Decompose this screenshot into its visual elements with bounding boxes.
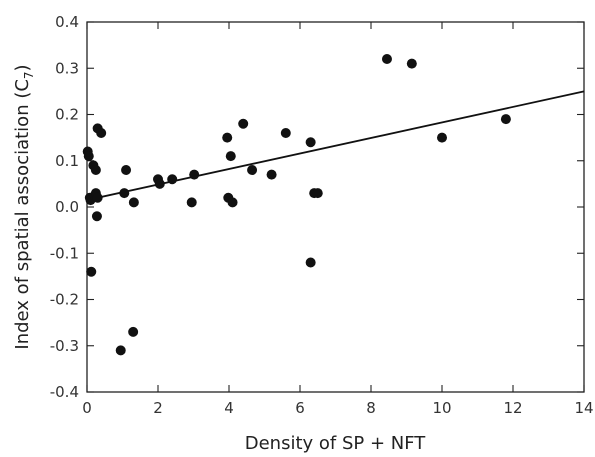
y-tick-label: 0.4: [55, 13, 79, 31]
data-point: [437, 132, 447, 143]
y-axis-title-end: ): [12, 64, 33, 71]
data-points: [82, 54, 511, 356]
data-point: [90, 165, 101, 175]
data-point: [86, 266, 97, 277]
x-axis-title: Density of SP + NFT: [245, 433, 427, 454]
data-point: [128, 326, 139, 337]
data-point: [406, 58, 417, 69]
x-tick-label: 6: [295, 399, 305, 417]
data-point: [119, 188, 130, 199]
y-axis-title-main: Index of spatial association (C: [12, 79, 33, 350]
y-tick-label: -0.2: [50, 291, 79, 309]
x-tick-label: 0: [82, 399, 92, 417]
y-tick-labels: 0.4 0.3 0.2 0.1 0.0 -0.1 -0.2 -0.3 -0.4: [50, 13, 79, 401]
data-point: [225, 151, 236, 162]
data-point: [92, 192, 103, 203]
data-point: [189, 169, 200, 180]
data-point: [238, 118, 249, 129]
data-point: [381, 54, 392, 64]
y-tick-label: -0.3: [50, 337, 79, 355]
x-tick-label: 8: [366, 399, 376, 417]
data-point: [247, 165, 258, 175]
y-tick-label: 0.1: [55, 152, 79, 170]
data-point: [305, 137, 316, 148]
y-tick-label: 0.2: [55, 106, 79, 124]
y-tick-label: 0.0: [55, 198, 79, 216]
x-tick-labels: 0 2 4 6 8 10 12 14: [82, 399, 593, 417]
data-point: [115, 345, 126, 356]
data-point: [154, 178, 165, 189]
y-axis-title-subscript: 7: [22, 71, 36, 79]
data-point: [91, 211, 102, 222]
data-point: [280, 128, 291, 138]
data-point: [500, 114, 511, 125]
x-tick-label: 14: [574, 399, 593, 417]
plot-frame: [86, 21, 585, 393]
axis-ticks: [86, 21, 585, 393]
x-tick-label: 12: [503, 399, 522, 417]
y-tick-label: -0.1: [50, 244, 79, 262]
y-tick-label: 0.3: [55, 59, 79, 77]
data-point: [167, 174, 178, 185]
data-point: [121, 165, 132, 175]
y-tick-label: -0.4: [50, 383, 79, 401]
x-tick-label: 10: [432, 399, 451, 417]
data-point: [312, 188, 323, 199]
data-point: [96, 128, 107, 138]
data-point: [128, 197, 139, 208]
data-point: [227, 197, 238, 208]
data-point: [222, 132, 233, 143]
y-axis-title: Index of spatial association (C7): [12, 64, 36, 349]
data-point: [186, 197, 197, 208]
x-tick-label: 2: [153, 399, 163, 417]
data-point: [305, 257, 316, 268]
x-tick-label: 4: [224, 399, 234, 417]
data-point: [266, 169, 277, 180]
data-point: [83, 151, 94, 162]
